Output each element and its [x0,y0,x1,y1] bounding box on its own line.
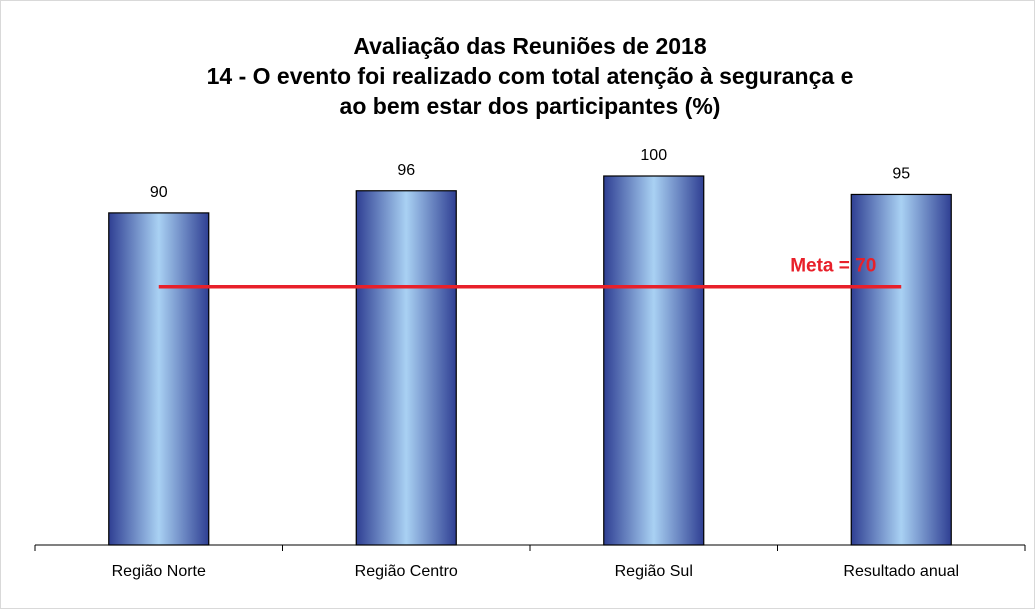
value-label: 90 [150,184,168,201]
x-tick-label: Região Centro [355,563,458,580]
bar [850,193,952,546]
chart-title: Avaliação das Reuniões de 2018 [353,33,706,59]
value-label: 95 [892,166,910,183]
value-label: 96 [397,162,415,179]
x-tick-label: Região Sul [615,563,693,580]
chart-title: ao bem estar dos participantes (%) [340,93,721,119]
x-tick-label: Região Norte [112,563,206,580]
value-label: 100 [640,147,667,164]
bar [355,190,457,546]
x-tick-label: Resultado anual [843,563,959,580]
bar [108,212,210,546]
chart-title: 14 - O evento foi realizado com total at… [207,63,854,89]
bar [603,175,705,546]
target-label: Meta = 70 [790,256,876,277]
